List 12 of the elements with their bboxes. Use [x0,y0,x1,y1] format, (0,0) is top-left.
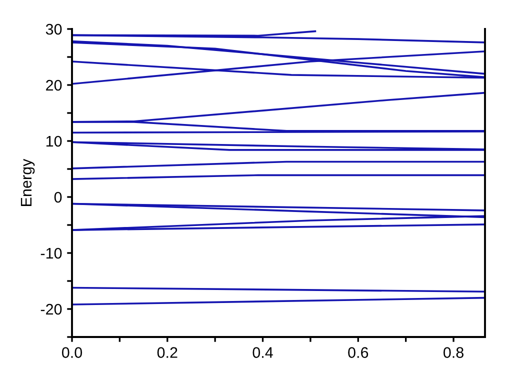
y-tick-label: 30 [46,24,62,35]
x-tick-label: 0.4 [252,347,273,358]
y-tick-label: -20 [40,304,62,315]
y-tick-label: -10 [40,248,62,259]
x-tick-label: 0.6 [348,347,368,358]
x-tick-label: 0.0 [62,347,82,358]
y-tick-label: 10 [46,136,62,147]
x-tick-label: 0.8 [444,347,464,358]
x-tick-label: 0.2 [157,347,178,358]
y-tick-label: 0 [54,192,62,203]
y-tick-label: 20 [46,80,62,91]
y-axis-title: Energy [20,158,35,206]
